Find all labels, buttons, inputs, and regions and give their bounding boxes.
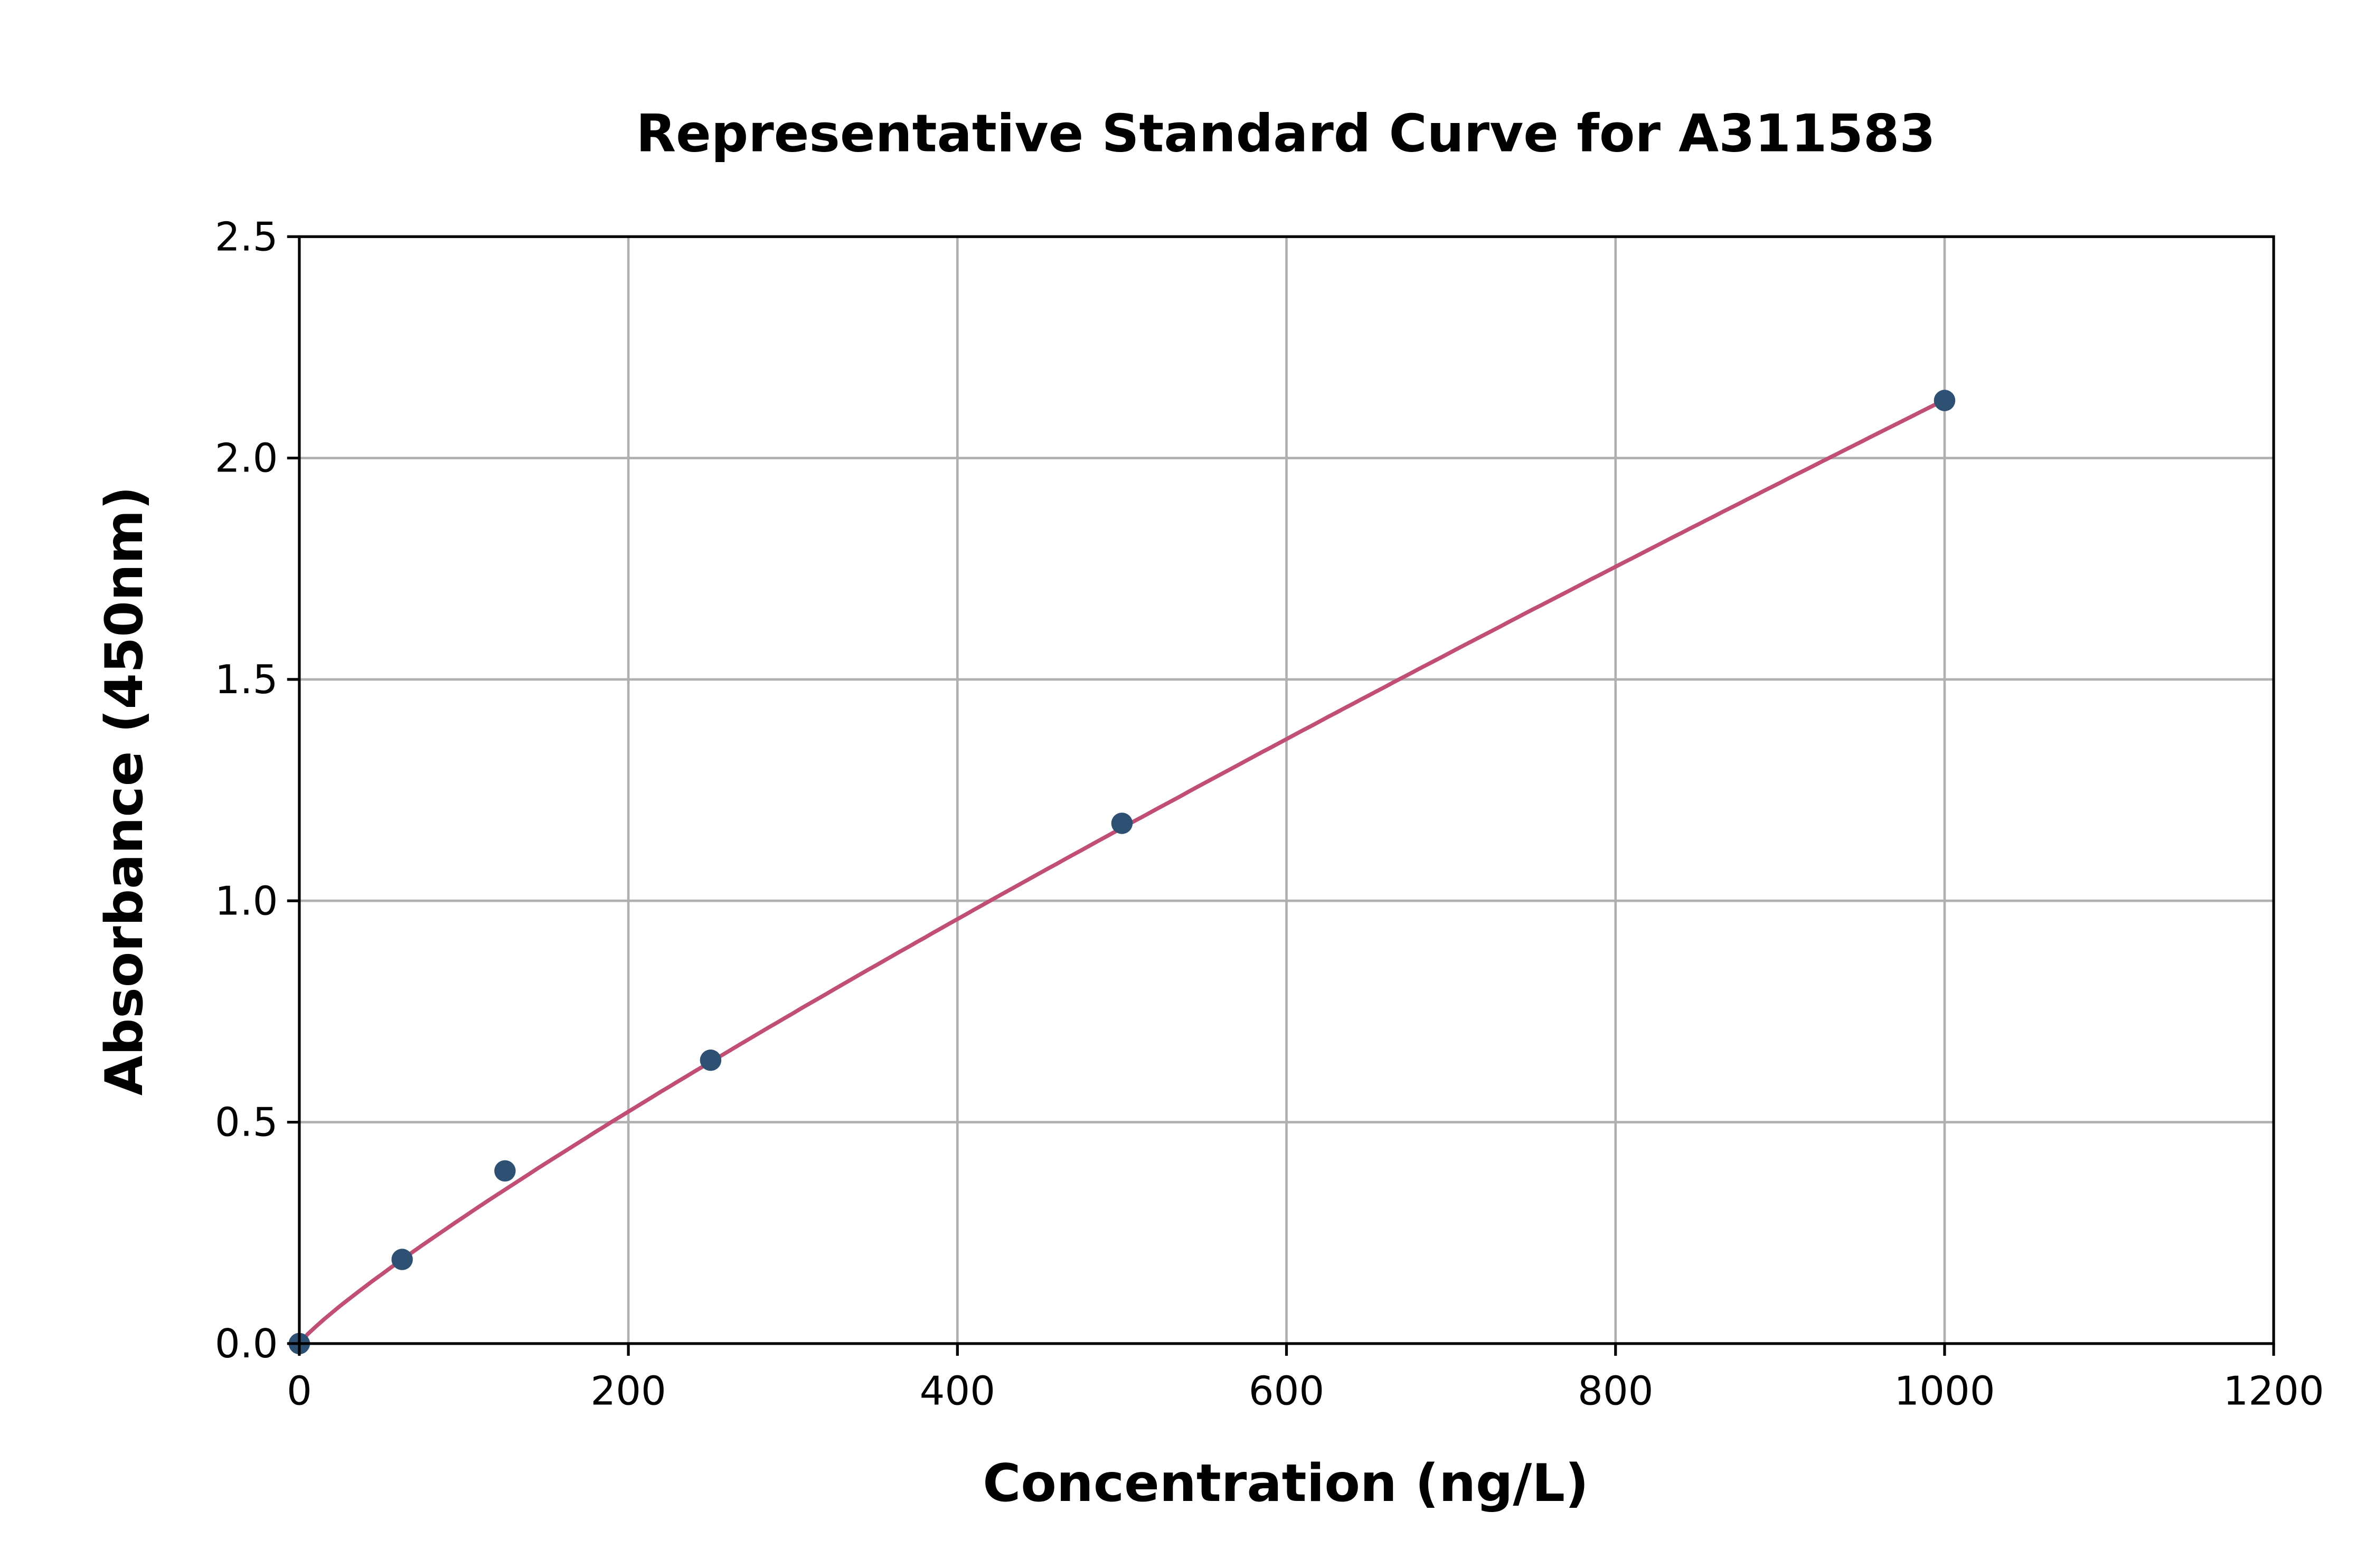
y-axis-ticks: 0.0 0.5 1.0 1.5 2.0 2.5 xyxy=(215,213,299,1367)
fit-curve xyxy=(298,398,1946,1345)
data-point xyxy=(1111,813,1133,834)
data-point xyxy=(700,1049,722,1071)
data-point xyxy=(1934,390,1956,411)
x-tick-label: 200 xyxy=(590,1368,666,1414)
y-tick-label: 1.5 xyxy=(215,656,278,703)
x-tick-label: 1200 xyxy=(2223,1368,2324,1414)
fit-curve-group xyxy=(298,398,1946,1345)
grid xyxy=(298,235,2275,1345)
y-tick-label: 2.5 xyxy=(215,213,278,260)
x-tick-label: 800 xyxy=(1578,1368,1653,1414)
x-tick-label: 400 xyxy=(920,1368,995,1414)
y-tick-label: 0.5 xyxy=(215,1099,278,1146)
chart-title: Representative Standard Curve for A31158… xyxy=(636,103,1935,164)
y-tick-label: 1.0 xyxy=(215,877,278,924)
x-tick-label: 0 xyxy=(287,1368,312,1414)
data-point xyxy=(494,1160,516,1182)
x-axis-ticks: 0 200 400 600 800 1000 1200 xyxy=(287,1343,2324,1414)
x-tick-label: 600 xyxy=(1249,1368,1324,1414)
y-axis-label: Absorbance (450nm) xyxy=(95,486,155,1095)
x-tick-label: 1000 xyxy=(1894,1368,1995,1414)
x-axis-label: Concentration (ng/L) xyxy=(983,1453,1589,1514)
data-points xyxy=(288,390,1956,1355)
y-tick-label: 0.0 xyxy=(215,1320,278,1367)
data-point xyxy=(391,1249,413,1270)
y-tick-label: 2.0 xyxy=(215,435,278,481)
